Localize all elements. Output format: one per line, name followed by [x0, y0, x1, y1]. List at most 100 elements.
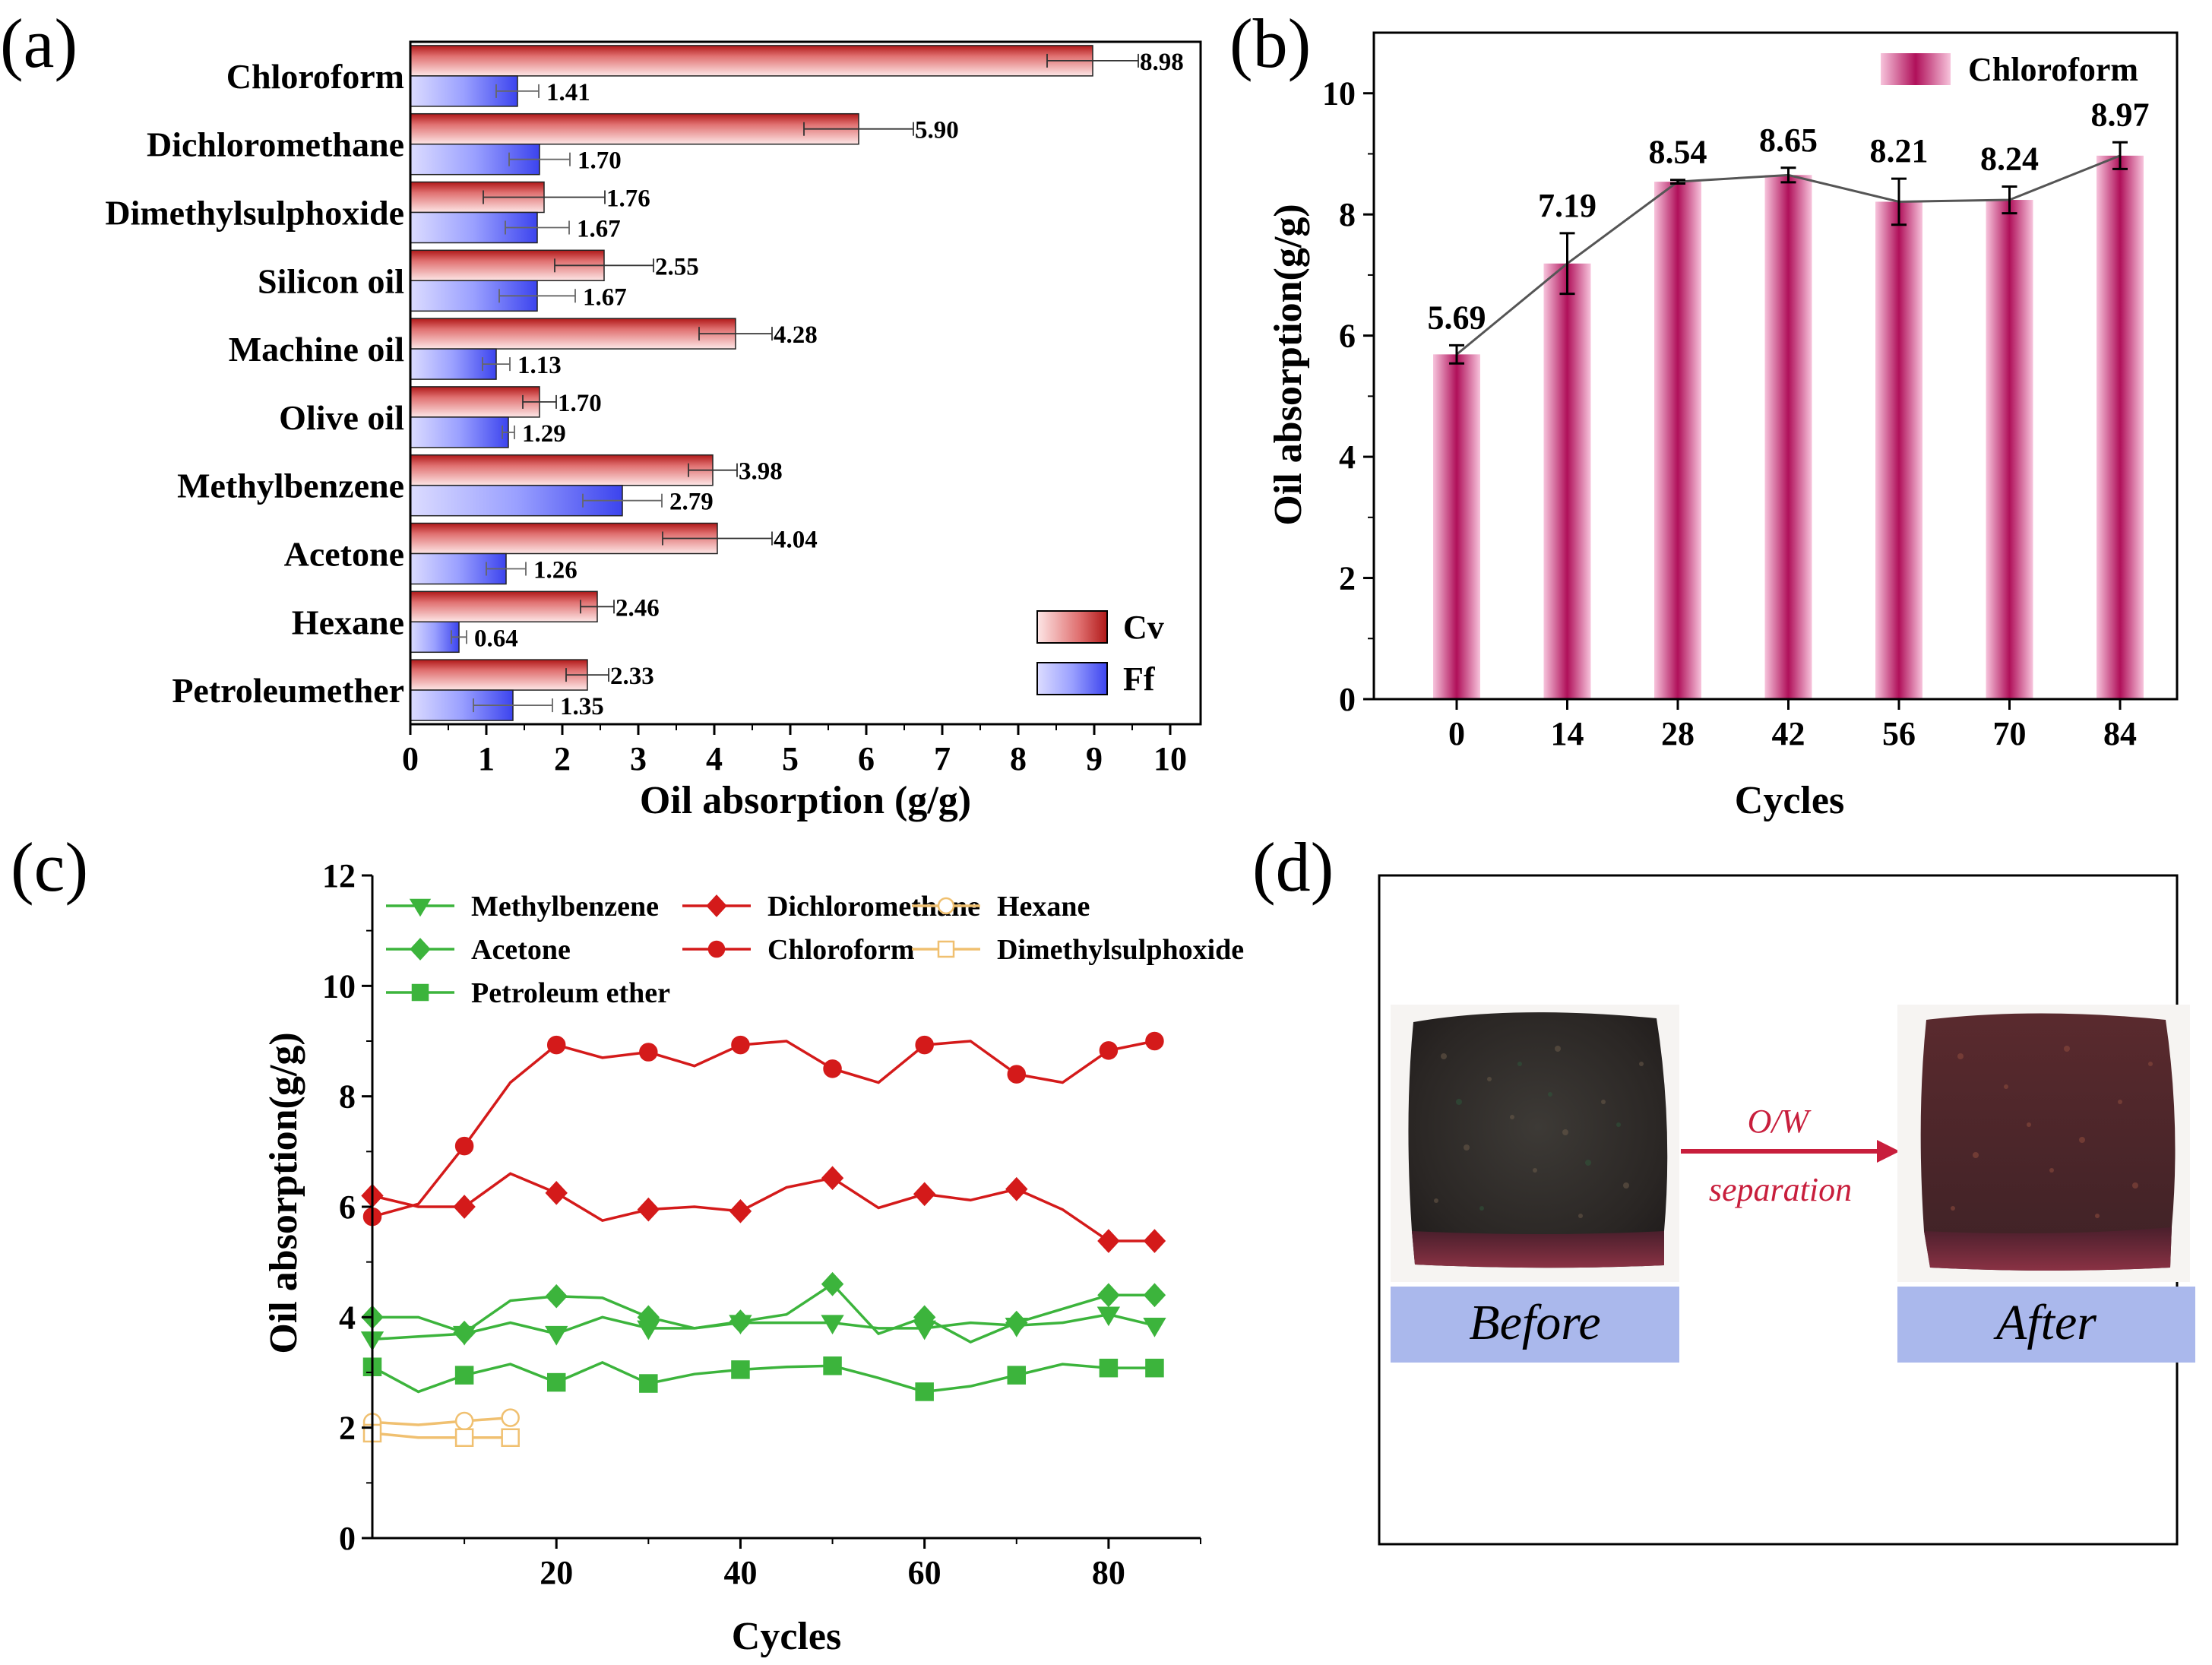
- marker-hexane-x15: [501, 1408, 520, 1427]
- bar-cv-machine-oil: [410, 318, 736, 350]
- marker-petroleum-ether-x50: [823, 1356, 842, 1375]
- data-label-ff-dimethylsulphoxide: 1.67: [577, 216, 621, 243]
- marker-chloroform-x30: [639, 1043, 658, 1062]
- marker-acetone-x10: [453, 1320, 476, 1345]
- x-tick-label-40: 40: [723, 1554, 757, 1591]
- bar-chloroform-cycle-84: [2096, 155, 2144, 699]
- x-tick-label-0: 0: [402, 740, 419, 777]
- marker-chloroform-x85: [1145, 1031, 1164, 1051]
- bar-chloroform-cycle-42: [1764, 175, 1812, 700]
- data-label-cv-chloroform: 8.98: [1140, 49, 1184, 76]
- marker-acetone-x85: [1143, 1283, 1166, 1308]
- y-tick-label-0: 0: [339, 1520, 356, 1557]
- marker-acetone-x20: [545, 1284, 568, 1309]
- x-tick-label-42: 42: [1772, 715, 1805, 752]
- marker-dichloromethane-x70: [1005, 1176, 1028, 1201]
- data-label-cycle-56: 8.21: [1870, 132, 1929, 169]
- after-caption: After: [1993, 1295, 2096, 1350]
- marker-petroleum-ether-x80: [1099, 1358, 1119, 1378]
- data-label-cv-dichloromethane: 5.90: [915, 117, 959, 144]
- category-label-silicon-oil: Silicon oil: [258, 261, 404, 300]
- x-tick-label-70: 70: [1993, 715, 2027, 752]
- marker-dichloromethane-x80: [1097, 1229, 1120, 1253]
- data-label-cv-silicon-oil: 2.55: [655, 253, 699, 280]
- marker-dichloromethane-x85: [1143, 1229, 1166, 1253]
- y-tick-label-2: 2: [339, 1410, 356, 1447]
- x-tick-label-3: 3: [630, 740, 647, 777]
- legend-label-chloroform: Chloroform: [767, 934, 915, 966]
- data-label-cycle-0: 5.69: [1428, 299, 1486, 336]
- bar-cv-methylbenzene: [410, 454, 714, 486]
- arrow-bottom-text: separation: [1709, 1171, 1852, 1208]
- x-tick-label-2: 2: [554, 740, 571, 777]
- legend-marker-dimethylsulphoxide: [937, 940, 955, 958]
- panel-c-legend: Methylbenzene Dichloromethane HexaneAceton…: [386, 891, 1244, 1009]
- panel-a-frame: [409, 40, 1202, 726]
- marker-methylbenzene-x80: [1097, 1306, 1121, 1327]
- panel-b-plot-area: 5.69 7.19 8.54 8.65 8.21 8.24 8.97: [1428, 96, 2150, 700]
- panel-letter-c: (c): [11, 828, 88, 906]
- panel-b-frame: [1372, 31, 2179, 701]
- panel-a-chart: Chloroform 8.98 1.41 Dichloromethane 5.90 1.7…: [105, 40, 1202, 822]
- y-tick-label-8: 8: [1339, 196, 1356, 233]
- x-tick-label-14: 14: [1551, 715, 1584, 752]
- x-tick-label-6: 6: [858, 740, 875, 777]
- line-dimethylsulphoxide: [372, 1432, 511, 1439]
- bar-cv-petroleumether: [410, 659, 588, 691]
- panel-b-chart: 5.697.198.54 8.65 8.21 8.248.97 0 14 28 42 56 70…: [1267, 31, 2179, 822]
- data-label-ff-dichloromethane: 1.70: [578, 147, 622, 175]
- marker-petroleum-ether-x10: [454, 1366, 474, 1385]
- legend-label-petroleum-ether: Petroleum ether: [471, 977, 670, 1009]
- marker-acetone-x40: [729, 1309, 752, 1334]
- marker-petroleum-ether-x40: [731, 1360, 750, 1379]
- x-tick-label-84: 84: [2103, 715, 2137, 752]
- marker-methylbenzene-x85: [1143, 1317, 1166, 1337]
- marker-dichloromethane-x30: [637, 1197, 660, 1222]
- category-label-methylbenzene: Methylbenzene: [177, 467, 404, 505]
- category-label-machine-oil: Machine oil: [229, 330, 404, 369]
- marker-dichloromethane-x40: [729, 1198, 752, 1223]
- data-label-cycle-84: 8.97: [2091, 96, 2150, 133]
- legend-marker-dichloromethane: [706, 894, 727, 917]
- data-label-ff-olive-oil: 1.29: [522, 420, 566, 448]
- category-label-petroleumether: Petroleumether: [172, 671, 404, 710]
- before-caption-box: [1391, 1287, 1679, 1363]
- x-tick-label-28: 28: [1661, 715, 1695, 752]
- after-sponge-photo: [1897, 1005, 2190, 1282]
- panel-d-photo: Before O/W separation After: [1378, 874, 2195, 1546]
- separation-arrowhead: [1877, 1140, 1900, 1163]
- panel-a-legend: Cv Ff: [1036, 609, 1164, 698]
- marker-petroleum-ether-x60: [915, 1382, 934, 1401]
- marker-chloroform-x40: [731, 1035, 750, 1055]
- data-label-ff-hexane: 0.64: [474, 625, 518, 652]
- line-hexane: [372, 1416, 511, 1426]
- data-label-ff-machine-oil: 1.13: [517, 352, 562, 379]
- marker-hexane-x10: [454, 1411, 474, 1431]
- y-tick-label-8: 8: [339, 1078, 356, 1116]
- arrow-top-text: O/W: [1748, 1103, 1812, 1140]
- data-label-cycle-70: 8.24: [1980, 141, 2039, 178]
- data-label-cv-machine-oil: 4.28: [774, 321, 818, 349]
- legend-label-chloroform-bar: Chloroform: [1968, 51, 2138, 88]
- legend-label-ff: Ff: [1123, 660, 1156, 698]
- marker-petroleum-ether-x70: [1007, 1366, 1027, 1385]
- marker-acetone-x30: [637, 1305, 660, 1330]
- data-label-ff-acetone: 1.26: [533, 557, 578, 584]
- data-label-ff-methylbenzene: 2.79: [669, 489, 714, 516]
- panel-b-x-axis-title: Cycles: [1735, 779, 1844, 822]
- legend-label-methylbenzene: Methylbenzene: [471, 891, 659, 923]
- x-tick-label-10: 10: [1153, 740, 1187, 777]
- after-caption-box: [1897, 1287, 2195, 1363]
- data-label-cv-hexane: 2.46: [615, 594, 660, 622]
- marker-chloroform-x50: [823, 1059, 842, 1078]
- data-label-cycle-28: 8.54: [1649, 134, 1707, 171]
- data-label-cycle-42: 8.65: [1759, 122, 1818, 159]
- legend-swatch-cv: [1036, 610, 1108, 644]
- category-label-acetone: Acetone: [284, 535, 404, 574]
- panel-a-x-axis-title: Oil absorption (g/g): [640, 779, 971, 822]
- y-tick-label-0: 0: [1339, 681, 1356, 718]
- marker-petroleum-ether-x85: [1145, 1358, 1164, 1378]
- bar-cv-hexane: [410, 590, 598, 623]
- line-acetone: [372, 1282, 1155, 1344]
- legend-marker-methylbenzene: [409, 898, 432, 917]
